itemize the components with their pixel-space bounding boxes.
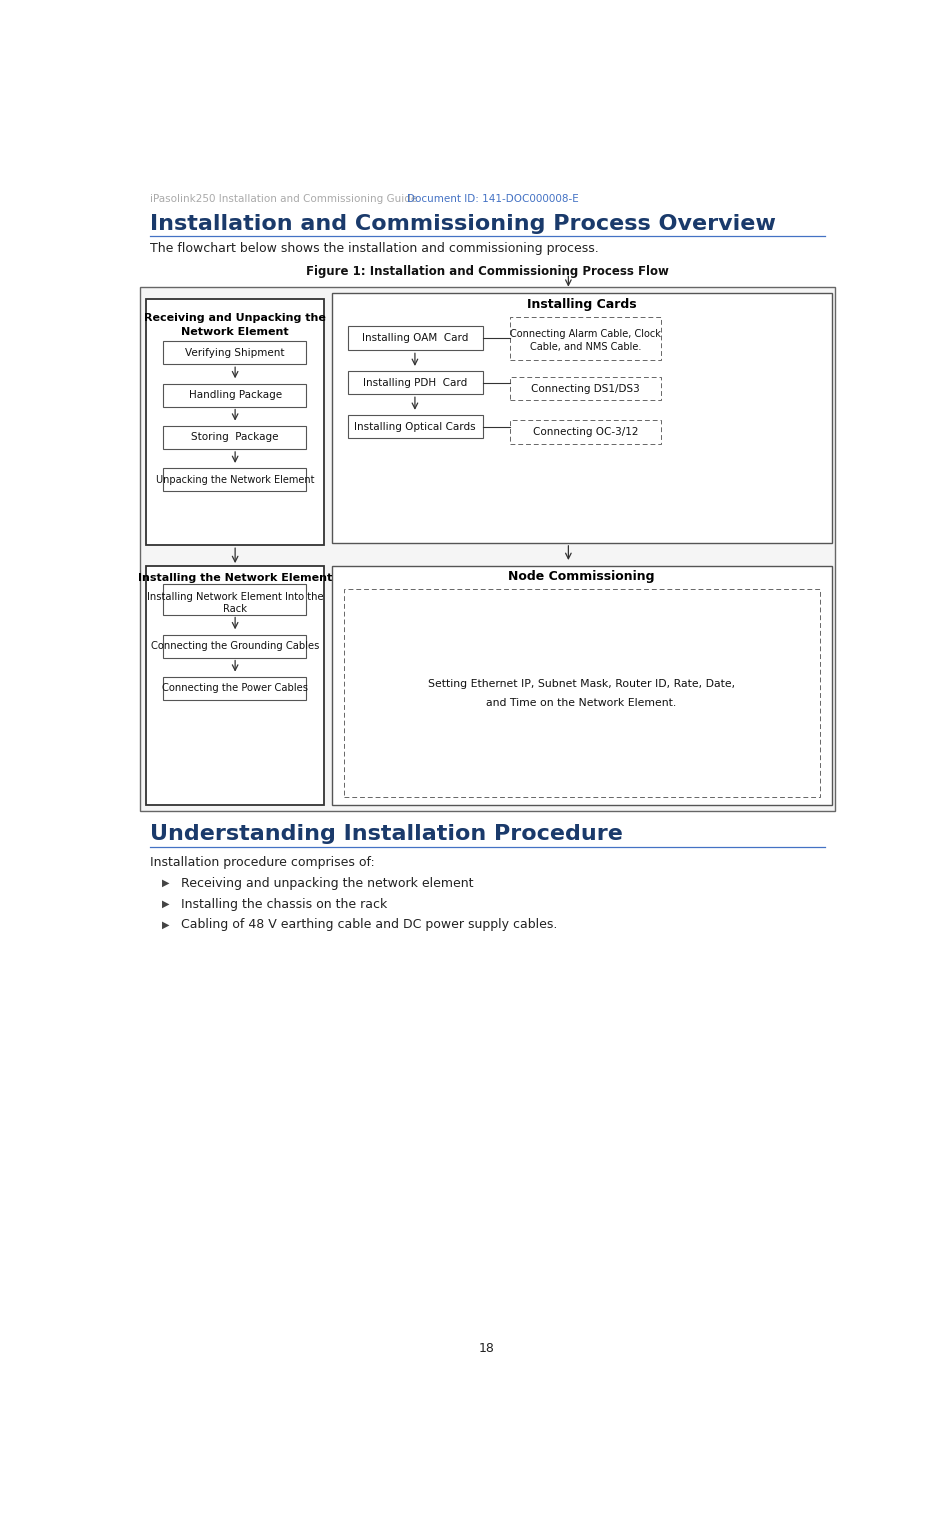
Bar [332,566,832,805]
Text: Figure 1: Installation and Commissioning Process Flow: Figure 1: Installation and Commissioning… [305,265,669,278]
Text: 18: 18 [479,1342,495,1355]
Text: Cabling of 48 V earthing cable and DC power supply cables.: Cabling of 48 V earthing cable and DC po… [181,919,557,931]
Text: Network Element: Network Element [182,327,289,337]
Bar [347,416,483,439]
Text: Installing Network Element Into the: Installing Network Element Into the [146,592,323,601]
Text: Setting Ethernet IP, Subnet Mask, Router ID, Rate, Date,: Setting Ethernet IP, Subnet Mask, Router… [428,680,735,689]
Text: The flowchart below shows the installation and commissioning process.: The flowchart below shows the installati… [150,242,598,255]
Bar [163,676,306,700]
Text: and Time on the Network Element.: and Time on the Network Element. [486,698,677,709]
Bar [163,384,306,407]
Text: Installing Optical Cards: Installing Optical Cards [354,422,476,431]
Bar [163,341,306,364]
Bar [347,371,483,394]
Bar [163,635,306,658]
Text: Storing  Package: Storing Package [191,433,279,442]
Bar [163,468,306,491]
Text: Unpacking the Network Element: Unpacking the Network Element [156,474,315,485]
Text: Installing PDH  Card: Installing PDH Card [362,377,467,388]
Bar [146,299,324,545]
Text: Document ID: 141-DOC000008-E: Document ID: 141-DOC000008-E [407,193,579,204]
Text: Connecting Alarm Cable, Clock: Connecting Alarm Cable, Clock [510,330,661,339]
Text: Understanding Installation Procedure: Understanding Installation Procedure [150,824,623,844]
Text: Installation procedure comprises of:: Installation procedure comprises of: [150,856,375,868]
Text: Installing OAM  Card: Installing OAM Card [361,333,468,344]
Text: Verifying Shipment: Verifying Shipment [185,348,285,357]
Text: Receiving and unpacking the network element: Receiving and unpacking the network elem… [181,877,474,890]
Text: iPasolink250 Installation and Commissioning Guide: iPasolink250 Installation and Commission… [150,193,420,204]
Bar [347,325,483,350]
Bar [511,377,661,400]
Text: Installing the Network Element: Installing the Network Element [138,574,332,583]
Text: Rack: Rack [223,604,247,614]
Text: Cable, and NMS Cable.: Cable, and NMS Cable. [530,342,641,353]
Text: Node Commissioning: Node Commissioning [508,569,655,583]
Bar [146,566,324,805]
Text: Installing Cards: Installing Cards [527,298,636,311]
Text: ▶: ▶ [162,899,169,910]
Text: Connecting OC-3/12: Connecting OC-3/12 [533,426,638,437]
Text: Receiving and Unpacking the: Receiving and Unpacking the [145,313,326,324]
Text: Connecting DS1/DS3: Connecting DS1/DS3 [531,384,640,394]
Text: Installing the chassis on the rack: Installing the chassis on the rack [181,897,387,911]
Text: Installation and Commissioning Process Overview: Installation and Commissioning Process O… [150,215,776,235]
Bar [332,293,832,543]
Text: Connecting the Grounding Cables: Connecting the Grounding Cables [151,641,320,650]
Text: Connecting the Power Cables: Connecting the Power Cables [162,684,308,693]
Bar [163,426,306,449]
Text: ▶: ▶ [162,920,169,930]
Bar [343,589,821,798]
Bar [511,318,661,359]
Bar [140,287,835,811]
Bar [163,584,306,615]
Bar [511,420,661,443]
Text: ▶: ▶ [162,879,169,888]
Text: Handling Package: Handling Package [188,390,281,400]
